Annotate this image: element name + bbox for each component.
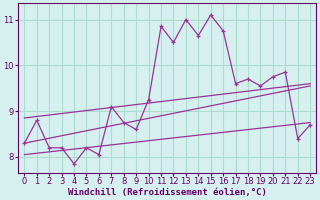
- X-axis label: Windchill (Refroidissement éolien,°C): Windchill (Refroidissement éolien,°C): [68, 188, 267, 197]
